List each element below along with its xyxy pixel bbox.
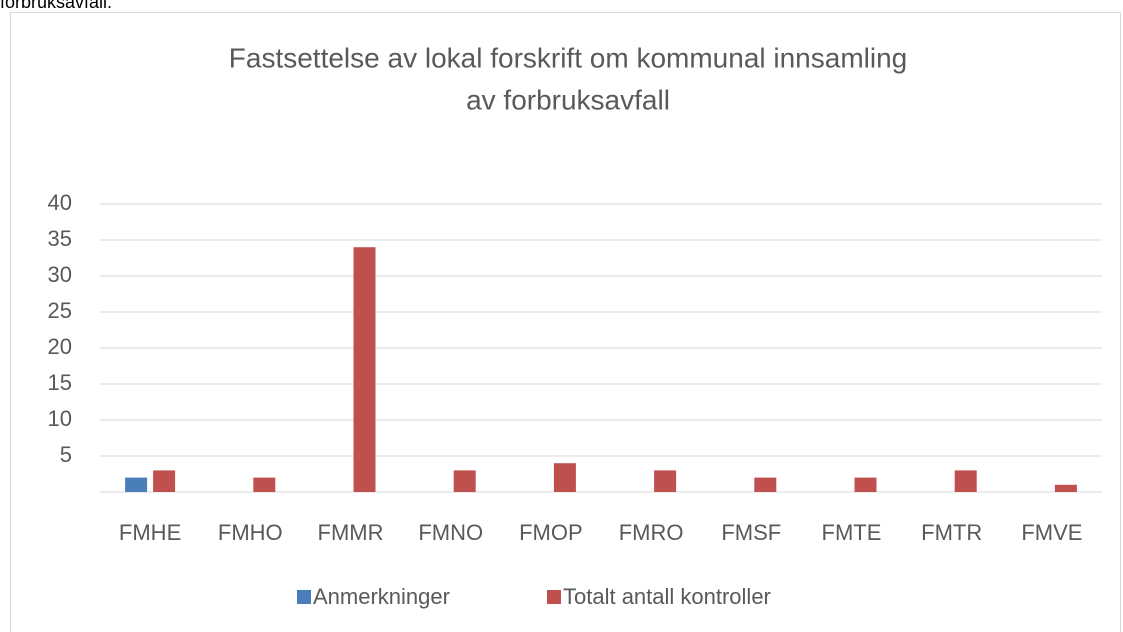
x-tick-label: FMVE: [1021, 520, 1082, 545]
y-tick-label: 5: [60, 442, 72, 467]
x-tick-label: FMSF: [721, 520, 781, 545]
bar: [253, 477, 276, 492]
y-tick-label: 15: [48, 370, 72, 395]
bar: [754, 477, 777, 492]
x-tick-label: FMTR: [921, 520, 982, 545]
y-tick-label: 10: [48, 406, 72, 431]
y-tick-label: 40: [48, 190, 72, 215]
x-tick-label: FMHE: [119, 520, 181, 545]
x-tick-label: FMMR: [318, 520, 384, 545]
chart-title: av forbruksavfall: [466, 84, 670, 115]
x-tick-label: FMHO: [218, 520, 283, 545]
bar: [153, 470, 176, 492]
y-tick-label: 35: [48, 226, 72, 251]
legend-label: Anmerkninger: [313, 584, 450, 609]
bar: [954, 470, 977, 492]
y-tick-label: 20: [48, 334, 72, 359]
caption: forbruksavfall.: [0, 0, 112, 12]
x-tick-label: FMOP: [519, 520, 583, 545]
bar: [1054, 484, 1077, 492]
bar: [654, 470, 677, 492]
bar: [553, 463, 576, 492]
bar: [125, 477, 148, 492]
x-tick-label: FMNO: [418, 520, 483, 545]
legend-label: Totalt antall kontroller: [563, 584, 771, 609]
y-tick-label: 25: [48, 298, 72, 323]
bar: [854, 477, 877, 492]
y-tick-label: 30: [48, 262, 72, 287]
chart-title: Fastsettelse av lokal forskrift om kommu…: [229, 42, 907, 73]
bar: [453, 470, 476, 492]
legend-swatch: [297, 590, 311, 604]
x-tick-label: FMRO: [619, 520, 684, 545]
bar: [353, 247, 376, 492]
chart-frame: [10, 12, 1121, 632]
x-tick-label: FMTE: [822, 520, 882, 545]
legend-swatch: [547, 590, 561, 604]
